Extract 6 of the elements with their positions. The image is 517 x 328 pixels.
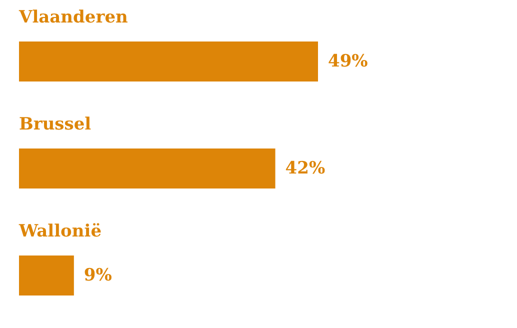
data-label: 49% [328,52,368,72]
y-tick-label: Vlaanderen [18,8,128,28]
y-tick-label: Wallonië [18,222,102,242]
y-tick-label: Brussel [19,114,92,134]
data-label: 9% [84,266,112,286]
data-label: 42% [285,158,326,178]
